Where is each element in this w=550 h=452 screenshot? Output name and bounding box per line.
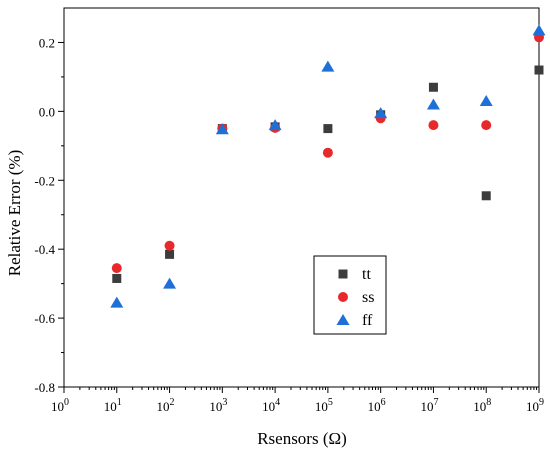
y-tick-label: -0.8 <box>34 380 55 395</box>
x-tick-label: 100 <box>51 397 69 414</box>
plot-frame <box>63 7 540 388</box>
data-point-tt <box>323 124 333 134</box>
y-tick-label: 0.2 <box>39 35 55 50</box>
data-point-tt <box>112 273 122 283</box>
x-tick-label: 101 <box>104 397 122 414</box>
data-point-ff <box>426 98 440 110</box>
y-tick-label: -0.6 <box>34 311 55 326</box>
data-point-ss <box>322 147 333 158</box>
data-point-ss <box>164 240 175 251</box>
x-tick-label: 106 <box>368 397 386 414</box>
y-axis: 0.2 0.0 -0.2 -0.4 -0.6 -0.8 <box>34 35 64 395</box>
legend-box <box>313 255 387 335</box>
data-point-ff <box>215 123 229 135</box>
y-axis-title: Relative Error (%) <box>5 150 24 277</box>
x-tick-label: 107 <box>420 397 438 414</box>
y-tick-label: -0.2 <box>34 173 55 188</box>
y-tick-label: 0.0 <box>39 104 55 119</box>
data-markers <box>110 24 546 308</box>
data-point-ss <box>428 120 439 131</box>
x-tick-label: 108 <box>473 397 491 414</box>
legend: tt ss ff <box>313 255 387 335</box>
x-axis-title: Rsensors (Ω) <box>257 429 347 448</box>
x-tick-label: 102 <box>157 397 175 414</box>
data-point-tt <box>481 191 491 201</box>
data-point-ff <box>532 24 546 36</box>
legend-marker-ss <box>338 292 348 302</box>
x-tick-label: 109 <box>526 397 544 414</box>
x-tick-label: 105 <box>315 397 333 414</box>
data-point-tt <box>534 65 544 75</box>
legend-marker-ff <box>336 314 350 325</box>
data-point-ff <box>268 119 282 131</box>
y-tick-label: -0.4 <box>34 242 55 257</box>
data-point-ss <box>111 263 122 274</box>
x-tick-label: 103 <box>209 397 227 414</box>
data-point-ff <box>110 296 124 308</box>
x-axis: 100 101 102 103 104 105 106 107 108 109 <box>51 387 544 414</box>
data-point-ss <box>481 120 492 131</box>
legend-label-ss: ss <box>362 289 374 306</box>
data-point-ff <box>163 277 177 289</box>
plot-area <box>63 7 540 388</box>
data-point-ff <box>374 107 388 119</box>
legend-label-ff: ff <box>362 312 373 329</box>
legend-label-tt: tt <box>362 266 371 283</box>
data-point-tt <box>428 82 438 92</box>
legend-marker-tt <box>338 269 348 279</box>
data-point-ff <box>321 60 335 72</box>
data-point-ff <box>479 95 493 107</box>
data-point-tt <box>165 249 175 259</box>
x-tick-label: 104 <box>262 397 280 414</box>
